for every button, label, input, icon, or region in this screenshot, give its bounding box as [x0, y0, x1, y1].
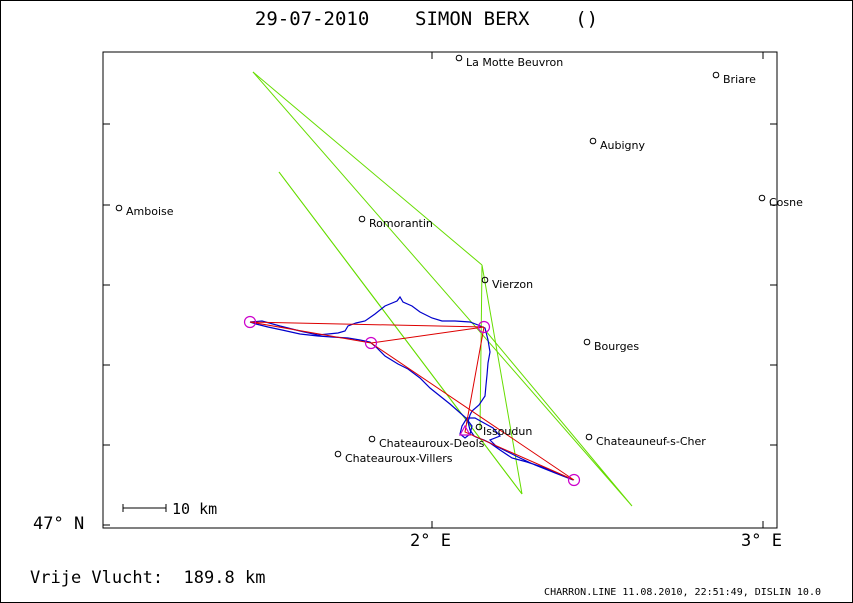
- turnpoint-marker: [243, 315, 257, 329]
- town-label: Issoudun: [483, 425, 532, 438]
- town-marker: [712, 71, 720, 79]
- free-flight-distance: Vrije Vlucht: 189.8 km: [30, 568, 265, 588]
- town-marker: [115, 204, 123, 212]
- route-triangle: [249, 321, 485, 344]
- fai-sectors: [252, 71, 633, 507]
- town-label: Chateauneuf-s-Cher: [596, 435, 706, 448]
- town-label: Chateauroux-Villers: [345, 452, 453, 465]
- town-marker: [585, 433, 593, 441]
- gps-track: [249, 295, 574, 481]
- town-marker: [758, 194, 766, 202]
- town-marker: [583, 338, 591, 346]
- town-label: Vierzon: [492, 278, 533, 291]
- title-extra: (): [575, 8, 599, 30]
- town-label: Amboise: [126, 205, 174, 218]
- town-label: Bourges: [594, 340, 639, 353]
- town-marker: [589, 137, 597, 145]
- town-label: Romorantin: [369, 217, 433, 230]
- x-ticks: [431, 52, 764, 528]
- turnpoints: [243, 315, 581, 487]
- x-axis-label-2e: 2° E: [410, 531, 451, 551]
- track-path: [249, 295, 574, 481]
- start-marker: [458, 424, 472, 436]
- sector-lines: [252, 71, 633, 507]
- town-label: Chateauroux-Deols: [379, 437, 485, 450]
- footer-info: CHARRON.LINE 11.08.2010, 22:51:49, DISLI…: [544, 587, 821, 598]
- y-axis-label: 47° N: [33, 514, 85, 534]
- turnpoint-marker: [477, 320, 491, 334]
- town-label: La Motte Beuvron: [466, 56, 563, 69]
- scale-bar-label: 10 km: [172, 500, 217, 518]
- page-title: 29-07-2010 SIMON BERX (): [0, 8, 853, 30]
- pilot-name: SIMON BERX: [415, 8, 530, 30]
- route: [249, 321, 575, 481]
- free-flight-label: Vrije Vlucht:: [30, 568, 164, 588]
- town-label: Cosne: [769, 196, 803, 209]
- sector-lines: [252, 71, 483, 266]
- town-marker: [475, 423, 483, 431]
- town-marker: [481, 276, 489, 284]
- plot-border: [102, 51, 778, 529]
- x-axis-label-3e: 3° E: [741, 531, 782, 551]
- town-marker: [455, 54, 463, 62]
- towns: La Motte Beuvron Briare Aubigny Amboise …: [115, 54, 803, 465]
- town-marker: [334, 450, 342, 458]
- free-flight-value: 189.8 km: [183, 568, 266, 588]
- flight-date: 29-07-2010: [254, 8, 370, 30]
- route-legs: [370, 326, 575, 481]
- town-label: Aubigny: [600, 139, 645, 152]
- scale-bar: [122, 504, 167, 512]
- town-marker: [358, 215, 366, 223]
- town-marker: [368, 435, 376, 443]
- town-label: Briare: [723, 73, 756, 86]
- sector-lines: [278, 171, 523, 495]
- y-ticks: [103, 123, 777, 526]
- turnpoint-marker: [567, 473, 581, 487]
- turnpoint-marker: [364, 336, 378, 350]
